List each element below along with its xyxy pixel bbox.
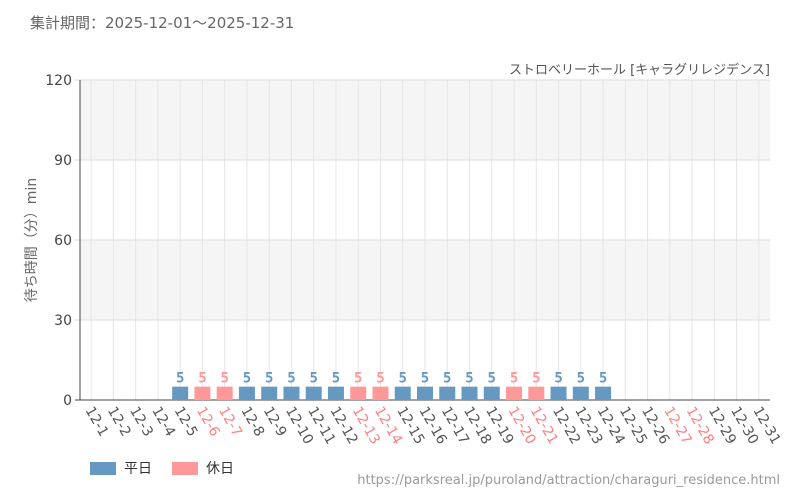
bar-value-label: 5 [354, 371, 362, 387]
bar-value-label: 5 [510, 371, 518, 387]
bar-value-label: 5 [243, 371, 251, 387]
legend-holiday-label: 休日 [206, 461, 234, 477]
y-tick-label: 90 [54, 153, 72, 169]
legend-holiday: 休日 [172, 458, 234, 478]
bar-value-label: 5 [488, 371, 496, 387]
bar [550, 386, 567, 400]
bar [572, 386, 589, 400]
bar [394, 386, 411, 400]
bar-value-label: 5 [287, 371, 295, 387]
legend-weekday-swatch [90, 461, 116, 475]
legend: 平日 休日 [90, 458, 254, 478]
bar-value-label: 5 [265, 371, 273, 387]
bar [417, 386, 433, 400]
bar [595, 386, 612, 400]
bar [238, 386, 255, 400]
source-url: https://parksreal.jp/puroland/attraction… [357, 473, 780, 488]
bar [350, 386, 367, 400]
bar-value-label: 5 [577, 371, 585, 387]
bar [216, 386, 233, 400]
bar [194, 386, 211, 400]
bar-value-label: 5 [532, 371, 540, 387]
y-tick-label: 60 [54, 233, 72, 249]
bar [483, 386, 500, 400]
bar [305, 386, 322, 400]
bar [372, 386, 389, 400]
bar-value-label: 5 [198, 371, 206, 387]
bar [261, 386, 278, 400]
bar-value-label: 5 [309, 371, 317, 387]
bar-value-label: 5 [421, 371, 429, 387]
bar [528, 386, 545, 400]
bar-value-label: 5 [332, 371, 340, 387]
legend-weekday-label: 平日 [124, 461, 152, 477]
bar-value-label: 5 [443, 371, 451, 387]
bar [506, 386, 523, 400]
bar [461, 386, 478, 400]
legend-holiday-swatch [172, 461, 198, 475]
attraction-name: ストロベリーホール [キャラグリレジデンス] [508, 63, 770, 78]
bar-value-label: 5 [599, 371, 607, 387]
bar-value-label: 5 [554, 371, 562, 387]
bar-value-label: 5 [376, 371, 384, 387]
legend-weekday: 平日 [90, 458, 152, 478]
bar [327, 386, 344, 400]
collection-period: 集計期間：2025-12-01～2025-12-31 [30, 14, 295, 32]
bar [439, 386, 456, 400]
bar-value-label: 5 [176, 371, 184, 387]
bar-value-label: 5 [399, 371, 407, 387]
y-tick-label: 120 [45, 73, 72, 89]
bar [283, 386, 300, 400]
bar [172, 386, 189, 400]
y-tick-label: 0 [63, 393, 72, 409]
y-tick-label: 30 [54, 313, 72, 329]
bar-value-label: 5 [220, 371, 228, 387]
bar-value-label: 5 [465, 371, 473, 387]
